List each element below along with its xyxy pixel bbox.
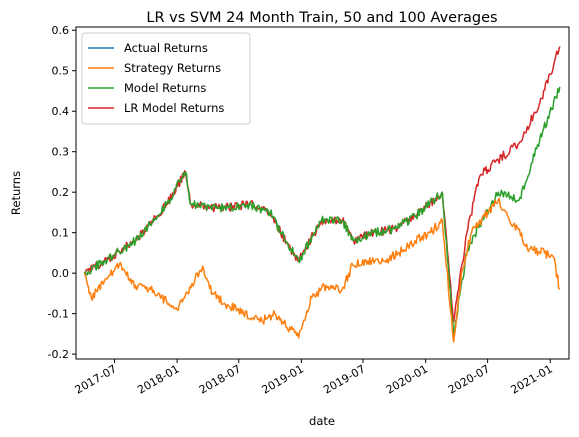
y-axis-label: Returns (9, 171, 23, 215)
chart-title: LR vs SVM 24 Month Train, 50 and 100 Ave… (146, 10, 497, 26)
y-tick-label: 0.2 (52, 186, 70, 199)
legend-label: Actual Returns (124, 41, 208, 55)
y-tick-label: 0.3 (52, 146, 70, 159)
legend-box (81, 32, 251, 125)
y-tick-label: 0.4 (52, 105, 70, 118)
plot-frame (75, 26, 570, 360)
y-tick-label: 0.5 (52, 65, 70, 78)
y-tick-label: 0.0 (52, 267, 70, 280)
legend-label: Strategy Returns (124, 61, 221, 75)
y-tick-label: 0.6 (52, 24, 70, 37)
series-line-strategy-returns (83, 197, 561, 343)
y-axis: -0.2 -0.1 0.0 0.1 0.2 0.3 0.4 0.5 0.6 (48, 24, 76, 361)
legend-label: LR Model Returns (124, 101, 224, 115)
legend: Actual Returns Strategy Returns Model Retu… (81, 32, 251, 125)
plot-area (83, 46, 561, 343)
y-tick-label: 0.1 (52, 227, 70, 240)
x-axis-label: date (309, 414, 335, 428)
y-tick-label: -0.1 (48, 308, 69, 321)
legend-label: Model Returns (124, 81, 206, 95)
y-tick-label: -0.2 (48, 348, 69, 361)
